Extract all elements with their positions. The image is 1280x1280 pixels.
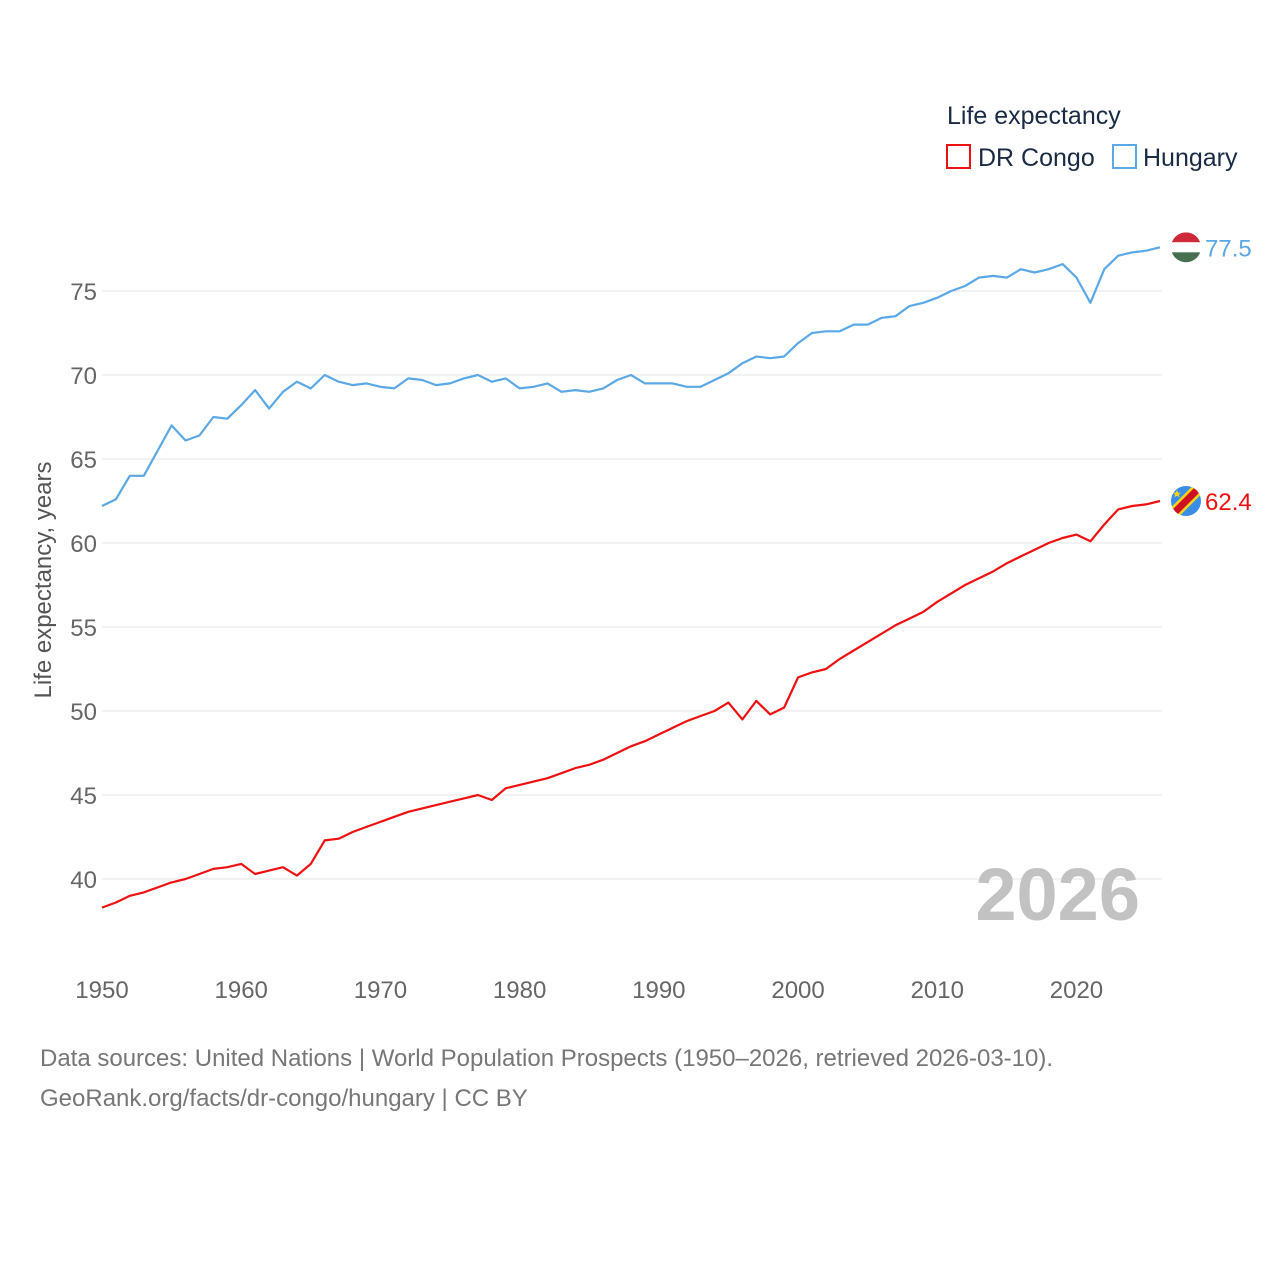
series-line-hungary[interactable]: [101, 246, 1161, 507]
x-tick-label: 1990: [632, 977, 685, 1004]
legend-item-hungary[interactable]: Hungary: [1112, 144, 1238, 172]
series-line-dr-congo[interactable]: [101, 499, 1161, 909]
legend-label-hungary: Hungary: [1143, 144, 1238, 172]
year-watermark: 2026: [975, 853, 1140, 936]
y-axis-ticks: 40 45 50 55 60 65 70 75: [70, 279, 97, 894]
x-tick-label: 1950: [75, 977, 128, 1004]
data-source-note: Data sources: United Nations | World Pop…: [40, 1045, 1054, 1072]
x-tick-label: 2020: [1050, 977, 1103, 1004]
x-tick-label: 2010: [911, 977, 964, 1004]
y-tick-label: 70: [70, 363, 97, 390]
y-tick-label: 55: [70, 615, 97, 642]
y-axis-label: Life expectancy, years: [30, 461, 57, 698]
y-tick-label: 75: [70, 279, 97, 306]
y-tick-label: 60: [70, 531, 97, 558]
x-tick-label: 1980: [493, 977, 546, 1004]
legend-title: Life expectancy: [947, 102, 1121, 130]
legend-item-dr-congo[interactable]: DR Congo: [946, 144, 1095, 172]
x-tick-label: 2000: [771, 977, 824, 1004]
hungary-flag-icon: [1171, 232, 1201, 263]
x-axis-ticks: 1950 1960 1970 1980 1990 2000 2010 2020: [75, 977, 1103, 1004]
legend: Life expectancy DR Congo Hungary: [946, 102, 1238, 172]
x-tick-label: 1960: [215, 977, 268, 1004]
series-lines: [101, 246, 1161, 909]
y-tick-label: 65: [70, 447, 97, 474]
legend-label-dr-congo: DR Congo: [978, 144, 1095, 172]
dr-congo-flag-icon: [1171, 486, 1201, 516]
y-tick-label: 40: [70, 867, 97, 894]
x-tick-label: 1970: [354, 977, 407, 1004]
end-value-label-hungary: 77.5: [1205, 235, 1252, 262]
attribution-link[interactable]: GeoRank.org/facts/dr-congo/hungary | CC …: [40, 1085, 528, 1112]
series-end-markers: 62.4 77.5: [1171, 232, 1252, 516]
y-tick-label: 45: [70, 783, 97, 810]
end-value-label-dr-congo: 62.4: [1205, 489, 1252, 516]
grid-lines: [102, 290, 1162, 880]
legend-swatch-dr-congo: [946, 144, 971, 169]
y-tick-label: 50: [70, 699, 97, 726]
legend-swatch-hungary: [1112, 144, 1137, 169]
